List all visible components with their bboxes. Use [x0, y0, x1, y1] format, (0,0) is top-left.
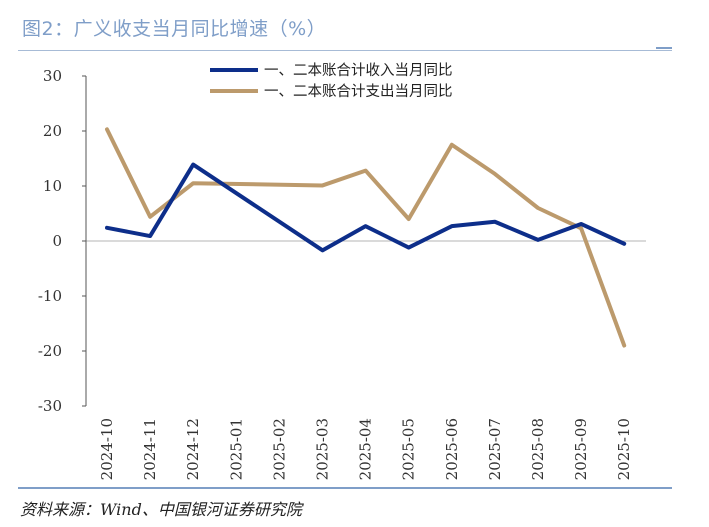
y-tick-label: 30: [43, 67, 62, 85]
x-tick-label: 2025-06: [443, 418, 461, 480]
y-tick-label: 10: [43, 177, 62, 195]
series-layer: [105, 127, 627, 348]
x-tick-label: 2025-09: [572, 418, 590, 480]
x-tick-label: 2025-01: [227, 418, 245, 480]
legend: 一、二本账合计收入当月同比 一、二本账合计支出当月同比: [210, 62, 453, 100]
legend-label-income: 一、二本账合计收入当月同比: [264, 62, 453, 79]
title-rule: [18, 50, 672, 51]
series-line-expenditure: [105, 127, 627, 348]
x-tick-label: 2025-07: [486, 418, 504, 480]
x-tick-label: 2025-03: [314, 418, 332, 480]
footer-rule: [18, 487, 672, 489]
x-tick-label: 2025-08: [529, 418, 547, 480]
y-axis: 30 20 10 0 -10 -20 -30: [38, 67, 86, 415]
x-tick-label: 2025-04: [357, 418, 375, 480]
y-tick-label: 20: [43, 122, 62, 140]
x-tick-label: 2025-05: [400, 418, 418, 480]
x-tick-label: 2024-12: [184, 418, 202, 480]
figure-title: 图2：广义收支当月同比增速（%）: [22, 18, 327, 40]
x-axis: 2024-10 2024-11 2024-12 2025-01 2025-02 2025-…: [98, 418, 633, 480]
series-line-income: [105, 162, 627, 253]
y-tick-label: -30: [38, 397, 62, 415]
legend-label-expenditure: 一、二本账合计支出当月同比: [264, 83, 453, 100]
source-note: 资料来源：Wind、中国银河证券研究院: [20, 500, 302, 519]
title-rule-accent: [656, 47, 672, 49]
x-tick-label: 2025-02: [270, 418, 288, 480]
x-tick-label: 2024-11: [141, 418, 159, 480]
y-tick-label: -10: [38, 287, 62, 305]
y-tick-label: -20: [38, 342, 62, 360]
y-tick-label: 0: [52, 232, 62, 250]
x-tick-label: 2024-10: [98, 418, 116, 480]
x-tick-label: 2025-10: [615, 418, 633, 480]
